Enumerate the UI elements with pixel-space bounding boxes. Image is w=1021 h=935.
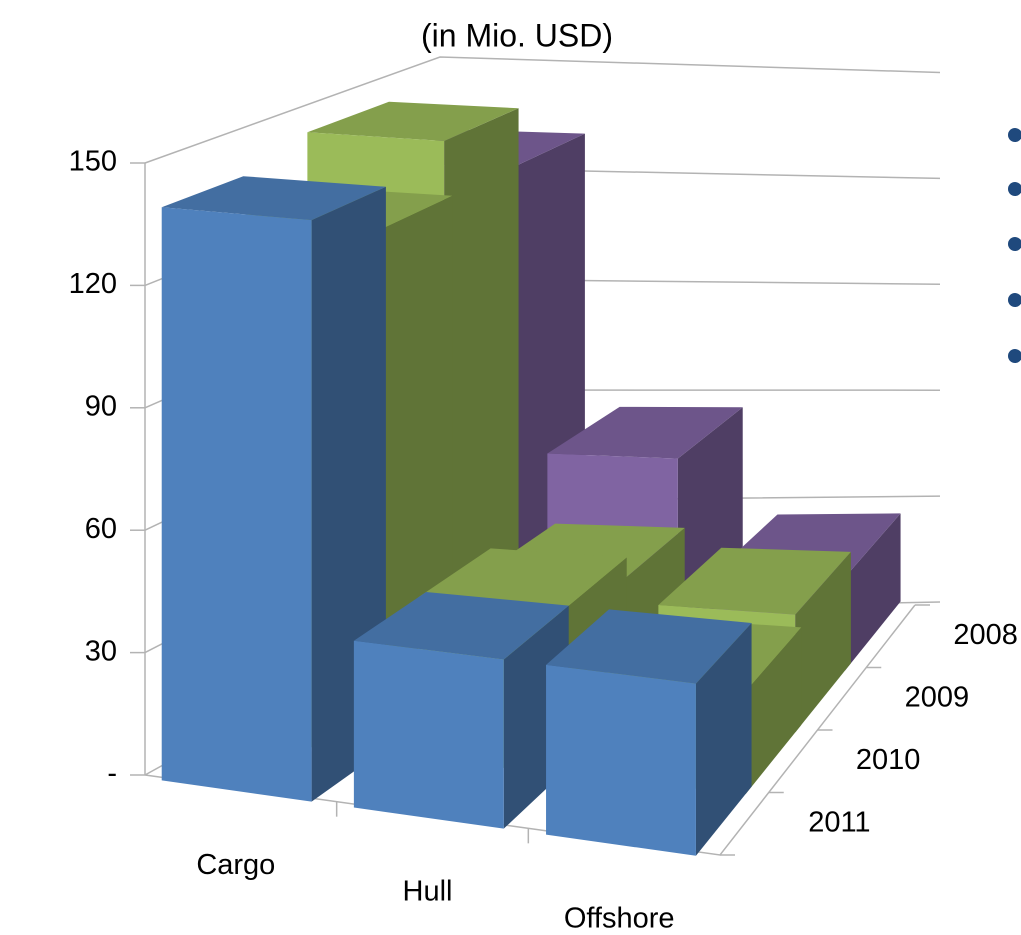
bar-side [795, 551, 851, 733]
bullet [1008, 237, 1021, 251]
bar-side [745, 627, 802, 795]
bar-top [353, 591, 569, 660]
chart-title: (in Mio. USD) [421, 17, 613, 53]
bullet [1008, 182, 1021, 196]
bar-top [546, 609, 752, 684]
y-tick-label: 90 [85, 390, 117, 422]
bar-side [844, 513, 901, 671]
depth-label: 2011 [808, 806, 870, 838]
x-tick-label: Offshore [564, 902, 675, 934]
bar-top [418, 548, 627, 612]
bullet [1008, 293, 1021, 307]
bar-front [161, 207, 312, 802]
bar-front [353, 640, 504, 829]
bar-top [161, 176, 386, 221]
depth-label: 2008 [953, 619, 1018, 651]
y-tick-label: 120 [69, 268, 117, 300]
bullet [1008, 128, 1021, 142]
depth-label: 2010 [856, 744, 921, 776]
depth-label: 2009 [905, 681, 970, 713]
bar-top [307, 101, 519, 141]
y-tick-label: 150 [69, 146, 117, 178]
legend-bullets [1008, 128, 1021, 363]
y-tick-label: - [107, 758, 117, 790]
y-tick-label: 60 [85, 513, 117, 545]
bullet [1008, 349, 1021, 363]
bar-side [695, 622, 752, 856]
bar [161, 176, 386, 802]
bar-top [658, 547, 851, 615]
x-tick-label: Hull [403, 876, 453, 908]
bar-top [547, 406, 743, 459]
bar-front [546, 664, 696, 856]
bar [546, 609, 752, 856]
y-tick-label: 30 [85, 635, 117, 667]
grid-line [144, 56, 941, 164]
bar [353, 591, 569, 829]
x-tick-label: Cargo [196, 849, 275, 881]
